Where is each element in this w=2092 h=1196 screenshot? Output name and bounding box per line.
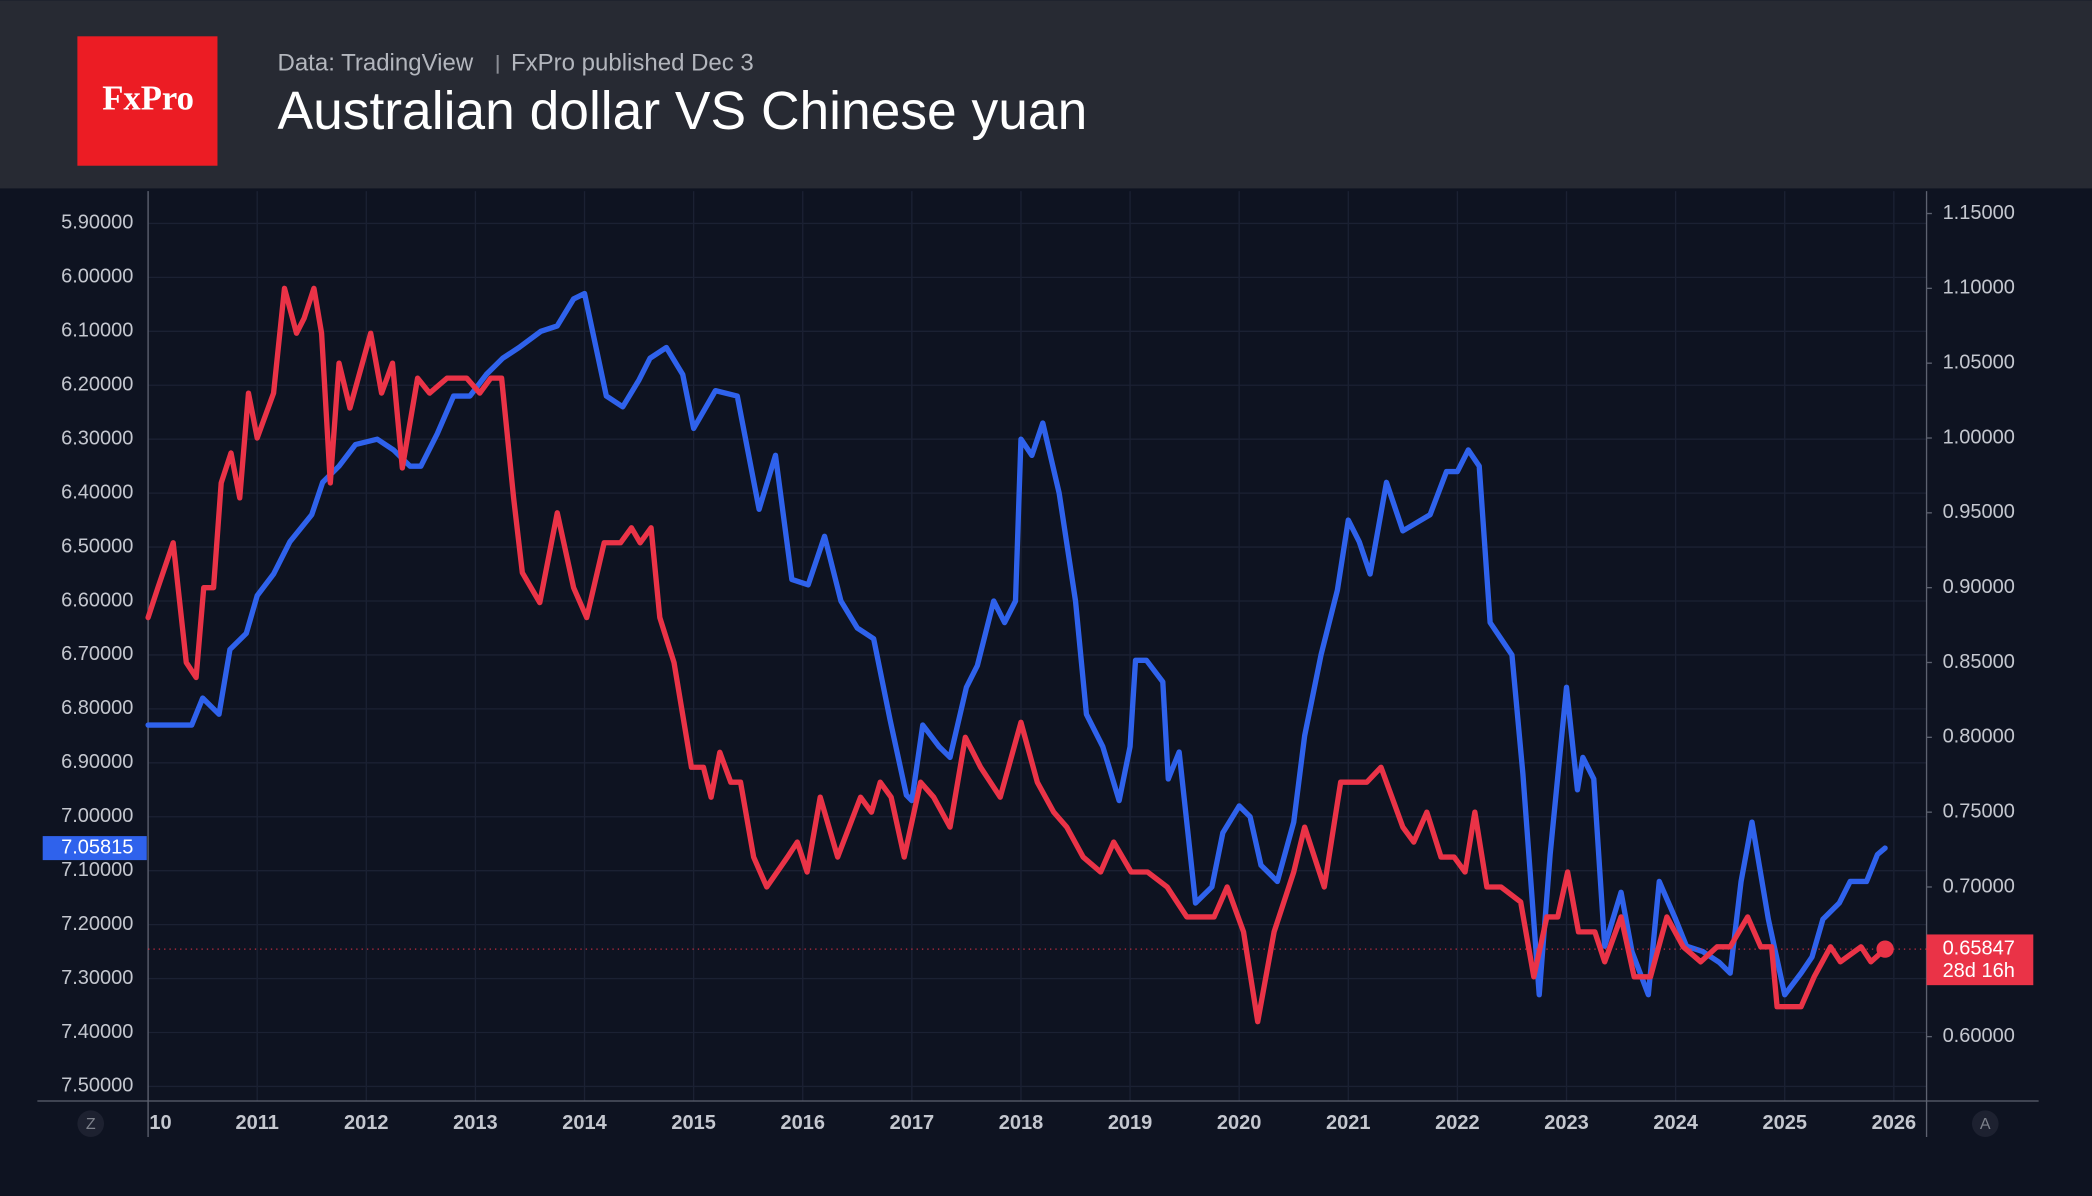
x-tick-label: 2020 <box>1217 1112 1262 1134</box>
logo-box <box>77 36 218 166</box>
y-tick-label: 6.00000 <box>61 266 133 288</box>
price-tag-value: 7.05815 <box>61 836 133 858</box>
y2-tick-label: 0.60000 <box>1943 1025 2015 1047</box>
button-z[interactable] <box>77 1110 105 1138</box>
y2-tick-label: 0.95000 <box>1943 501 2015 523</box>
x-tick-label: 2026 <box>1872 1112 1917 1134</box>
y-tick-label: 6.60000 <box>61 589 133 611</box>
series <box>145 285 1888 1025</box>
x-tick-label: 2018 <box>999 1112 1044 1134</box>
x-tick-label: 2022 <box>1435 1112 1480 1134</box>
source: Data: TradingView <box>278 50 474 77</box>
y2-tick-label: 0.90000 <box>1943 576 2015 598</box>
y-tick-label: 6.20000 <box>61 374 133 396</box>
series-line <box>145 285 1888 1025</box>
x-tick-label: 2015 <box>671 1112 716 1134</box>
y-tick-label: 7.20000 <box>61 913 133 935</box>
y-tick-label: 6.30000 <box>61 427 133 449</box>
button-a-label[interactable]: A <box>1980 1116 1991 1133</box>
x-tick-label: 2017 <box>890 1112 935 1134</box>
y2-tick-label: 1.15000 <box>1943 202 2015 224</box>
x-tick-label: 10 <box>149 1112 171 1134</box>
price-tag-value: 0.65847 <box>1943 937 2015 959</box>
y2-tick-label: 0.85000 <box>1943 651 2015 673</box>
last-point <box>1876 940 1894 958</box>
y-tick-label: 7.50000 <box>61 1075 133 1097</box>
x-tick-label: 2016 <box>780 1112 825 1134</box>
y-tick-label: 6.90000 <box>61 751 133 773</box>
y-tick-label: 5.90000 <box>61 212 133 234</box>
x-tick-label: 2023 <box>1544 1112 1589 1134</box>
x-tick-label: 2019 <box>1108 1112 1152 1134</box>
x-tick-label: 2013 <box>453 1112 498 1134</box>
logo-text: FxPro <box>102 79 194 118</box>
x-tick-label: 2014 <box>562 1112 607 1134</box>
y2-tick-label: 0.70000 <box>1943 875 2015 897</box>
price-tag <box>1926 934 2034 986</box>
x-tick-label: 2012 <box>344 1112 389 1134</box>
x-tick-label: 2011 <box>236 1112 279 1134</box>
y2-tick-label: 1.00000 <box>1943 426 2015 448</box>
x-tick-label: 2021 <box>1326 1112 1371 1134</box>
y-tick-label: 7.30000 <box>61 967 133 989</box>
tick-labels: 5.90000 6.00000 6.10000 6.20000 6.30000 6.400… <box>61 202 2015 1134</box>
y2-tick-label: 1.05000 <box>1943 351 2015 373</box>
y-tick-label: 7.00000 <box>61 805 133 827</box>
y-tick-label: 6.70000 <box>61 643 133 665</box>
y-tick-label: 6.80000 <box>61 697 133 719</box>
y-tick-label: 6.10000 <box>61 320 133 342</box>
y2-tick-label: 0.80000 <box>1943 726 2015 748</box>
countdown: 28d 16h <box>1943 960 2015 982</box>
y2-tick-label: 0.75000 <box>1943 800 2015 822</box>
y-tick-label: 6.40000 <box>61 481 133 503</box>
header-bar <box>0 0 2092 189</box>
y-tick-label: 6.50000 <box>61 535 133 557</box>
price-tag <box>42 836 147 861</box>
button-a[interactable] <box>1971 1110 1999 1138</box>
publisher: FxPro published Dec 3 <box>511 50 754 77</box>
button-z-label[interactable]: Z <box>86 1116 96 1133</box>
x-tick-label: 2024 <box>1653 1112 1698 1134</box>
x-tick-label: 2025 <box>1762 1112 1807 1134</box>
y-tick-label: 7.10000 <box>61 859 133 881</box>
y2-tick-label: 1.10000 <box>1943 277 2015 299</box>
y-tick-label: 7.40000 <box>61 1021 133 1043</box>
chart-title: Australian dollar VS Chinese yuan <box>278 82 1088 141</box>
